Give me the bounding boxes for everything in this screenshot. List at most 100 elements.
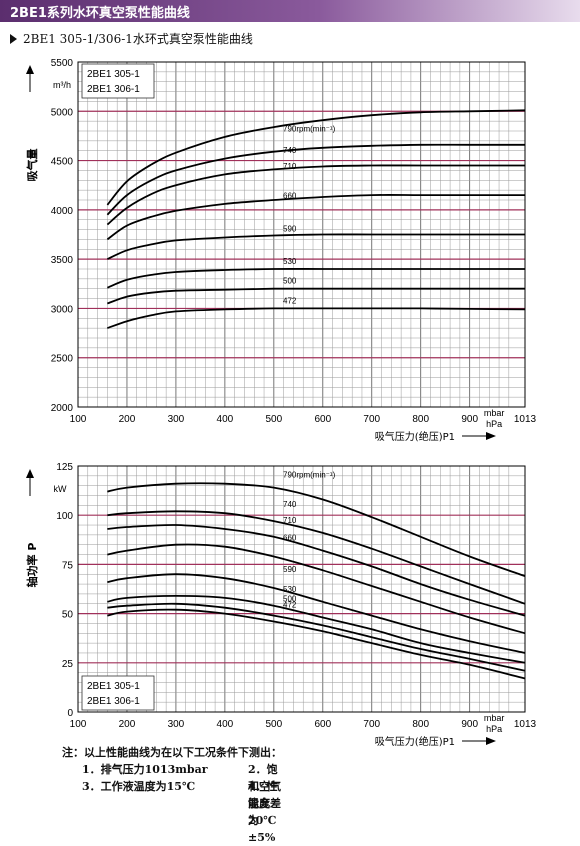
y-axis-arrowhead: [26, 469, 34, 478]
x-tick-label: 300: [168, 414, 185, 425]
x-axis-arrowhead: [486, 737, 496, 745]
series-label: 590: [283, 565, 297, 574]
y-tick-label: 100: [56, 511, 73, 522]
x-tick-label: 900: [461, 719, 478, 730]
y-tick-label: 5500: [51, 58, 74, 69]
series-label: 710: [283, 162, 297, 171]
series-label: 660: [283, 534, 297, 543]
chart-subtitle: 2BE1 305-1/306-1水环式真空泵性能曲线: [10, 30, 253, 47]
y-tick-label: 25: [62, 659, 74, 670]
x-tick-label: 800: [412, 414, 429, 425]
y-tick-label: 125: [56, 462, 73, 473]
model-label: 2BE1 306-1: [87, 696, 140, 707]
series-line-472: [107, 608, 526, 680]
series-line-590: [107, 573, 526, 654]
x-tick-label: 700: [363, 719, 380, 730]
x-tick-label: 500: [265, 414, 282, 425]
x-tick-label: 800: [412, 719, 429, 730]
x-axis-arrowhead: [486, 432, 496, 440]
x-tick-label: 1013: [514, 414, 537, 425]
series-line-500: [107, 287, 525, 305]
series-line-740: [107, 510, 526, 605]
series-line-530: [107, 268, 525, 289]
x-axis-title: 吸气压力(绝压)P1: [375, 735, 455, 748]
note-item: 1．排气压力1013mbar: [82, 763, 208, 776]
model-box: [81, 63, 155, 99]
series-label: 530: [283, 585, 297, 594]
series-line-790: [106, 109, 526, 206]
x-tick-label: 300: [168, 719, 185, 730]
y-tick-label: 4000: [51, 206, 74, 217]
x-unit-hpa: hPa: [486, 419, 502, 429]
y-tick-label: 4500: [51, 157, 74, 168]
series-line-740: [106, 143, 525, 216]
y-tick-label: 2000: [51, 403, 74, 414]
series-label: 472: [283, 297, 297, 306]
series-line-710: [107, 524, 526, 617]
y-tick-label: 2500: [51, 354, 74, 365]
series-line-710: [106, 164, 525, 226]
plot-frame: [77, 465, 526, 713]
x-tick-label: 600: [314, 414, 331, 425]
model-label: 2BE1 305-1: [87, 69, 140, 80]
subtitle-text: 2BE1 305-1/306-1水环式真空泵性能曲线: [23, 32, 253, 46]
model-box: [81, 675, 155, 711]
x-unit-mbar: mbar: [484, 713, 505, 723]
model-label: 2BE1 306-1: [87, 84, 140, 95]
x-tick-label: 500: [265, 719, 282, 730]
x-tick-label: 200: [119, 414, 136, 425]
x-tick-label: 200: [119, 719, 136, 730]
x-tick-label: 400: [217, 719, 234, 730]
x-tick-label: 1013: [514, 719, 537, 730]
series-label: 500: [283, 594, 297, 603]
series-line-590: [107, 233, 525, 260]
notes-heading: 注：以上性能曲线为在以下工况条件下测出：: [62, 746, 282, 759]
y-axis-arrowhead: [26, 65, 34, 74]
note-item: 4．性能允差为±5%: [248, 780, 281, 844]
series-line-530: [107, 594, 526, 664]
series-label: 790rpm(min⁻¹): [283, 125, 336, 134]
x-tick-label: 900: [461, 414, 478, 425]
y-unit-label: kW: [54, 484, 68, 494]
series-label: 660: [283, 191, 297, 200]
bullet-triangle-icon: [10, 34, 17, 44]
x-tick-label: 100: [70, 719, 87, 730]
y-unit-label: m³/h: [53, 80, 71, 90]
series-label: 500: [283, 277, 297, 286]
series-label: 472: [283, 600, 297, 609]
y-axis-title: 轴功率 P: [25, 543, 39, 588]
series-line-472: [107, 307, 526, 329]
y-tick-label: 75: [62, 560, 74, 571]
y-tick-label: 3000: [51, 304, 74, 315]
y-tick-label: 0: [67, 708, 73, 719]
model-label: 2BE1 305-1: [87, 681, 140, 692]
series-label: 740: [283, 500, 297, 509]
series-line-790: [107, 482, 526, 578]
x-unit-hpa: hPa: [486, 724, 502, 734]
x-tick-label: 100: [70, 414, 87, 425]
series-label: 530: [283, 257, 297, 266]
x-tick-label: 600: [314, 719, 331, 730]
series-label: 740: [283, 146, 297, 155]
x-tick-label: 400: [217, 414, 234, 425]
series-label: 590: [283, 225, 297, 234]
series-line-660: [107, 543, 526, 635]
x-unit-mbar: mbar: [484, 408, 505, 418]
title-banner: 2BE1系列水环真空泵性能曲线: [0, 0, 580, 22]
y-axis-title: 吸气量: [25, 149, 39, 182]
x-tick-label: 700: [363, 414, 380, 425]
series-line-660: [106, 194, 525, 241]
series-line-500: [107, 602, 526, 672]
y-tick-label: 5000: [51, 107, 74, 118]
y-tick-label: 3500: [51, 255, 74, 266]
page-title: 2BE1系列水环真空泵性能曲线: [10, 6, 190, 21]
y-tick-label: 50: [62, 610, 74, 621]
series-label: 790rpm(min⁻¹): [283, 471, 336, 480]
note-item: 3．工作液温度为15℃: [82, 780, 196, 793]
x-axis-title: 吸气压力(绝压)P1: [375, 430, 455, 443]
series-label: 710: [283, 516, 297, 525]
test-conditions-notes: 注：以上性能曲线为在以下工况条件下测出： 1．排气压力1013mbar 2．饱和…: [62, 744, 282, 844]
performance-charts: 100 200 300 400 500 600 700 800 900 1013mbarhPa20…: [25, 58, 537, 748]
